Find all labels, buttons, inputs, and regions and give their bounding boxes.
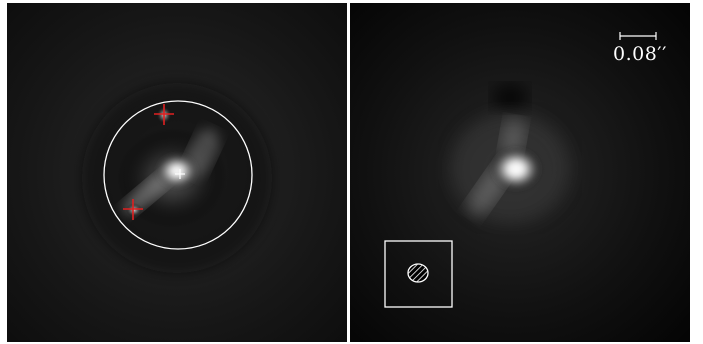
- right-dark-spot: [492, 84, 528, 112]
- red-cross-upper-icon: [154, 104, 174, 125]
- left-image-panel: [7, 3, 347, 342]
- beam-hatched-ellipse-icon: [407, 263, 429, 283]
- right-image-svg: [350, 3, 690, 342]
- white-center-cross-icon: [175, 169, 185, 179]
- left-image-svg: [7, 3, 347, 342]
- left-lower-blob: [126, 203, 142, 217]
- right-core: [490, 147, 542, 191]
- right-image-panel: 0.08′′: [350, 3, 690, 342]
- beam-inset-box: [384, 240, 453, 308]
- scale-bar: [619, 32, 657, 40]
- aperture-circle: [103, 100, 253, 250]
- red-cross-lower-icon: [123, 199, 143, 220]
- left-core: [155, 153, 199, 189]
- scale-bar-label: 0.08′′: [613, 43, 667, 65]
